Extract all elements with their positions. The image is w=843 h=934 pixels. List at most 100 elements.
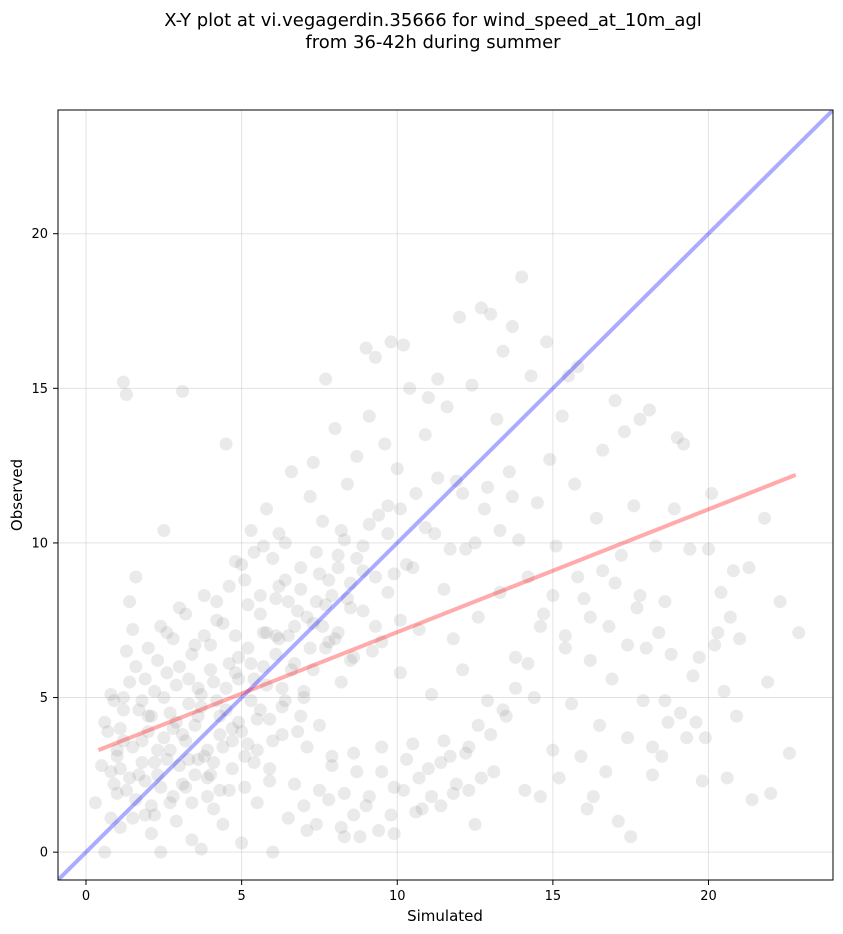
scatter-point-53	[260, 502, 274, 516]
scatter-point-141	[533, 790, 547, 804]
scatter-point-296	[303, 641, 317, 655]
scatter-point-394	[297, 799, 311, 813]
scatter-point-329	[253, 589, 267, 603]
x-tick-label-1: 5	[237, 889, 245, 904]
scatter-point-317	[179, 607, 193, 621]
scatter-point-10	[126, 623, 140, 637]
scatter-point-42	[225, 762, 239, 776]
scatter-point-399	[359, 799, 373, 813]
scatter-point-390	[468, 536, 482, 550]
scatter-point-121	[471, 610, 485, 624]
y-axis-label: Observed	[8, 459, 26, 531]
scatter-point-324	[222, 579, 236, 593]
scatter-point-18	[151, 653, 165, 667]
scatter-point-255	[344, 653, 358, 667]
scatter-point-208	[758, 511, 772, 525]
x-tick-label-3: 15	[545, 889, 562, 904]
scatter-point-91	[378, 437, 392, 451]
scatter-point-108	[431, 372, 445, 386]
scatter-point-24	[169, 678, 183, 692]
scatter-point-265	[110, 786, 124, 800]
scatter-point-325	[228, 629, 242, 643]
scatter-point-89	[372, 508, 386, 522]
scatter-point-406	[446, 786, 460, 800]
scatter-point-347	[275, 728, 289, 742]
scatter-point-204	[730, 709, 744, 723]
scatter-point-237	[232, 650, 246, 664]
scatter-point-382	[368, 619, 382, 633]
scatter-point-137	[521, 570, 535, 584]
scatter-point-233	[207, 755, 221, 769]
scatter-point-316	[172, 660, 186, 674]
scatter-point-133	[509, 650, 523, 664]
scatter-point-178	[649, 539, 663, 553]
scatter-point-345	[250, 712, 264, 726]
scatter-point-43	[228, 554, 242, 568]
scatter-point-281	[210, 694, 224, 708]
scatter-point-250	[312, 567, 326, 581]
scatter-point-33	[197, 589, 211, 603]
scatter-point-277	[185, 796, 199, 810]
scatter-point-62	[288, 619, 302, 633]
scatter-point-363	[474, 771, 488, 785]
scatter-point-83	[353, 830, 367, 844]
scatter-point-149	[558, 641, 572, 655]
scatter-point-180	[655, 749, 669, 763]
scatter-point-110	[437, 582, 451, 596]
scatter-point-284	[228, 666, 242, 680]
scatter-point-153	[571, 360, 585, 374]
scatter-point-50	[250, 796, 264, 810]
scatter-point-336	[138, 774, 152, 788]
scatter-point-139	[527, 691, 541, 705]
scatter-point-319	[191, 681, 205, 695]
scatter-point-123	[477, 502, 491, 516]
scatter-point-199	[714, 585, 728, 599]
scatter-point-258	[362, 517, 376, 531]
y-tick-label-1: 5	[40, 691, 48, 706]
scatter-point-304	[98, 715, 112, 729]
scatter-point-217	[107, 694, 121, 708]
scatter-point-134	[512, 533, 526, 547]
scatter-point-386	[418, 520, 432, 534]
scatter-point-156	[580, 802, 594, 816]
scatter-point-116	[456, 663, 470, 677]
scatter-point-228	[175, 777, 189, 791]
scatter-point-420	[621, 638, 635, 652]
scatter-point-360	[437, 734, 451, 748]
scatter-point-195	[702, 542, 716, 556]
scatter-point-19	[154, 845, 168, 859]
scatter-point-142	[537, 607, 551, 621]
scatter-point-383	[381, 527, 395, 541]
scatter-point-145	[546, 743, 560, 757]
scatter-point-286	[241, 641, 255, 655]
scatter-point-128	[493, 585, 507, 599]
scatter-point-320	[197, 629, 211, 643]
scatter-point-98	[400, 558, 414, 572]
scatter-point-185	[670, 431, 684, 445]
scatter-point-200	[717, 684, 731, 698]
scatter-point-15	[141, 709, 155, 723]
scatter-point-93	[384, 335, 398, 349]
scatter-point-223	[144, 799, 158, 813]
y-tick-label-3: 15	[31, 382, 48, 397]
scatter-point-283	[222, 783, 236, 797]
scatter-point-278	[191, 709, 205, 723]
scatter-point-20	[157, 524, 171, 538]
scatter-point-36	[207, 802, 221, 816]
scatter-point-224	[151, 768, 165, 782]
scatter-point-299	[322, 573, 336, 587]
scatter-point-418	[596, 564, 610, 578]
scatter-point-343	[225, 721, 239, 735]
scatter-point-318	[185, 647, 199, 661]
scatter-point-361	[449, 777, 463, 791]
scatter-point-183	[664, 647, 678, 661]
scatter-point-415	[558, 629, 572, 643]
scatter-point-341	[200, 743, 214, 757]
scatter-point-187	[677, 437, 691, 451]
scatter-point-401	[384, 808, 398, 822]
scatter-point-81	[347, 746, 361, 760]
scatter-point-201	[720, 771, 734, 785]
scatter-point-332	[272, 527, 286, 541]
scatter-point-203	[726, 564, 740, 578]
